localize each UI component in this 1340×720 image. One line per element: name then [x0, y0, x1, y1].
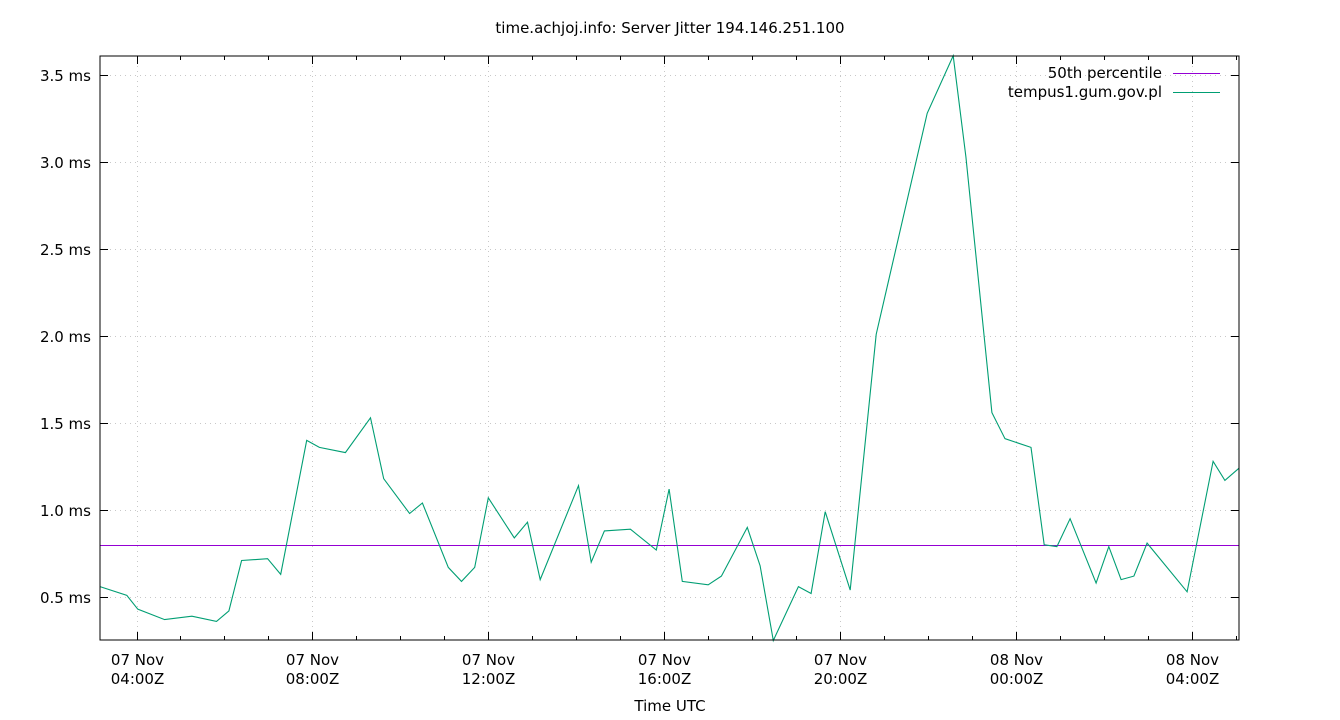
x-tick-time: 00:00Z [989, 670, 1044, 688]
x-tick-label: 07 Nov 16:00Z [605, 651, 725, 689]
x-tick-time: 16:00Z [637, 670, 692, 688]
x-tick-date: 07 Nov [813, 651, 868, 669]
x-tick-date: 07 Nov [461, 651, 516, 669]
x-tick-label: 08 Nov 04:00Z [1133, 651, 1253, 689]
y-tick-label: 2.5 ms [39, 240, 91, 259]
x-tick-date: 08 Nov [1165, 651, 1220, 669]
x-tick-label: 07 Nov 12:00Z [429, 651, 549, 689]
plot-border [99, 55, 1240, 641]
legend-swatch-percentile [1173, 73, 1220, 74]
x-tick-time: 04:00Z [1165, 670, 1220, 688]
chart-title: time.achjoj.info: Server Jitter 194.146.… [495, 19, 845, 37]
x-tick-date: 08 Nov [989, 651, 1044, 669]
x-tick-date: 07 Nov [285, 651, 340, 669]
grid-lines [100, 56, 1239, 640]
x-tick-date: 07 Nov [110, 651, 165, 669]
x-tick-time: 20:00Z [813, 670, 868, 688]
y-tick-label: 2.0 ms [39, 327, 91, 346]
x-tick-time: 12:00Z [461, 670, 516, 688]
jitter-line [99, 53, 1240, 643]
x-tick-label: 07 Nov 04:00Z [78, 651, 198, 689]
x-tick-label: 07 Nov 20:00Z [781, 651, 901, 689]
x-tick-label: 07 Nov 08:00Z [253, 651, 373, 689]
axis-ticks [100, 56, 1239, 640]
x-tick-time: 04:00Z [110, 670, 165, 688]
data-series [99, 53, 1240, 643]
x-tick-date: 07 Nov [637, 651, 692, 669]
legend-swatch-server [1173, 92, 1220, 93]
x-axis-title: Time UTC [634, 697, 706, 715]
legend-label-server: tempus1.gum.gov.pl [1007, 83, 1162, 101]
x-tick-time: 08:00Z [285, 670, 340, 688]
y-tick-label: 3.5 ms [39, 66, 91, 85]
y-tick-label: 1.5 ms [39, 414, 91, 433]
y-tick-label: 3.0 ms [39, 153, 91, 172]
y-tick-label: 0.5 ms [39, 588, 91, 607]
legend-label-percentile: 50th percentile [1047, 64, 1162, 82]
x-tick-label: 08 Nov 00:00Z [957, 651, 1077, 689]
y-tick-label: 1.0 ms [39, 501, 91, 520]
